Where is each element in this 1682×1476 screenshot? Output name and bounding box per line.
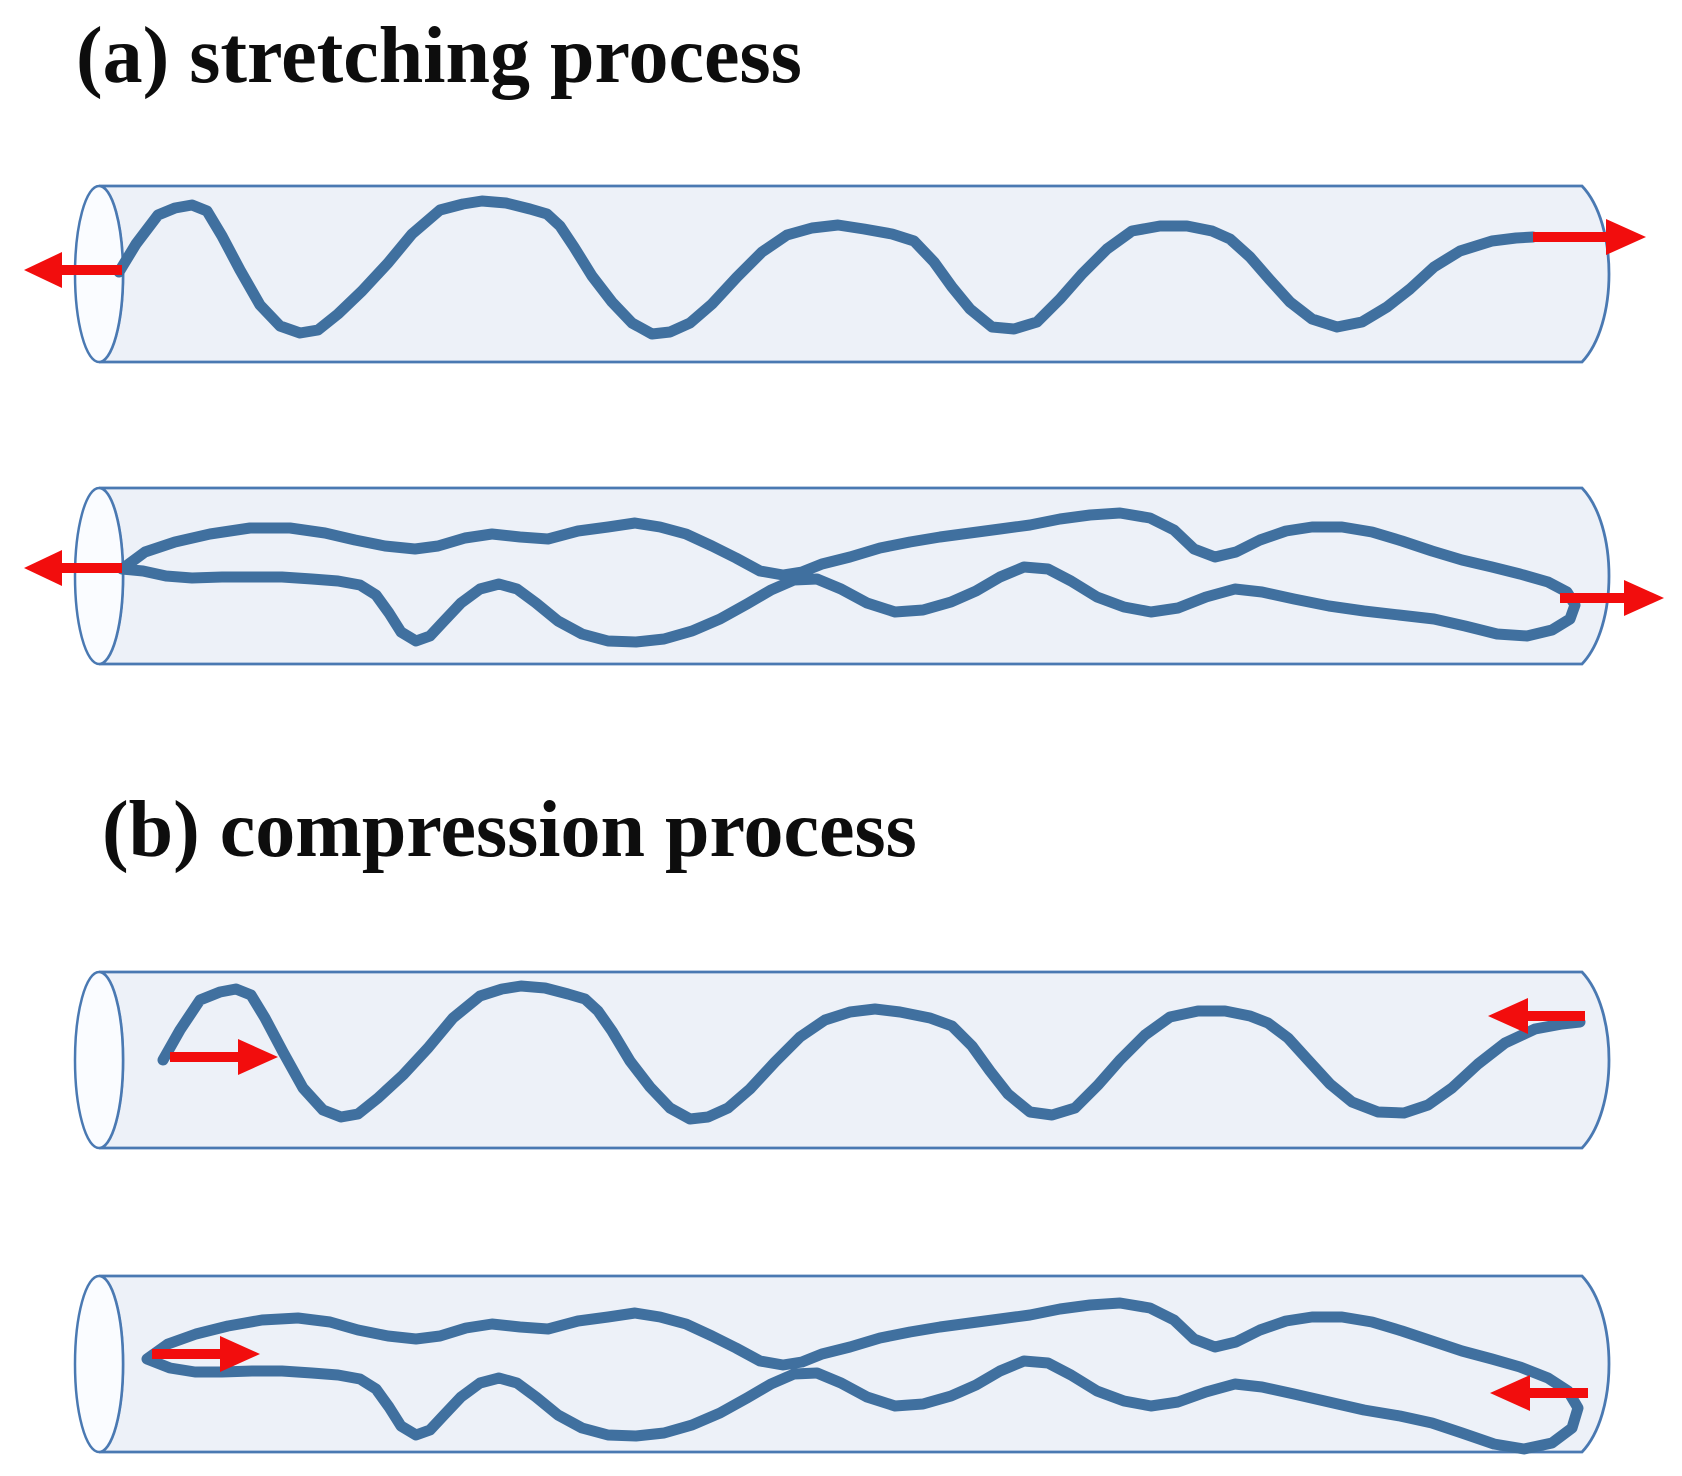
section-b-title: (b) compression process — [102, 786, 917, 874]
polymer-chain — [113, 195, 1539, 340]
polymer-loop-chain — [141, 1297, 1584, 1455]
arrow-head — [238, 1039, 278, 1075]
polymer-chain — [157, 980, 1586, 1125]
tube-left-cap — [73, 1274, 125, 1454]
force-arrow-left-inward — [152, 1336, 260, 1372]
arrow-head — [220, 1336, 260, 1372]
section-a-title: (a) stretching process — [76, 12, 802, 100]
tube-outline — [98, 184, 1611, 364]
force-arrow-right-inward — [1488, 998, 1585, 1034]
tube-left-cap — [73, 970, 125, 1150]
arrow-head — [1488, 998, 1528, 1034]
force-arrow-right-outward — [1560, 580, 1664, 616]
force-arrow-left-inward — [170, 1039, 278, 1075]
row-stretch-closed-loop — [24, 486, 1664, 666]
force-arrow-right-inward — [1490, 1375, 1588, 1411]
row-stretch-open-chain — [24, 184, 1646, 364]
row-compress-open-chain — [73, 970, 1611, 1150]
arrow-head — [1624, 580, 1664, 616]
tube-outline — [98, 970, 1611, 1150]
arrow-head — [1606, 219, 1646, 255]
force-arrow-right-outward — [1533, 219, 1646, 255]
arrow-head — [1490, 1375, 1530, 1411]
polymer-loop-chain — [116, 507, 1581, 648]
tube-left-cap — [73, 486, 125, 666]
arrow-head — [24, 550, 62, 586]
arrow-head — [24, 252, 62, 288]
force-arrow-left-outward — [24, 252, 122, 288]
force-arrow-left-outward — [24, 550, 122, 586]
tube-outline — [98, 1274, 1611, 1454]
row-compress-closed-loop — [73, 1274, 1611, 1455]
